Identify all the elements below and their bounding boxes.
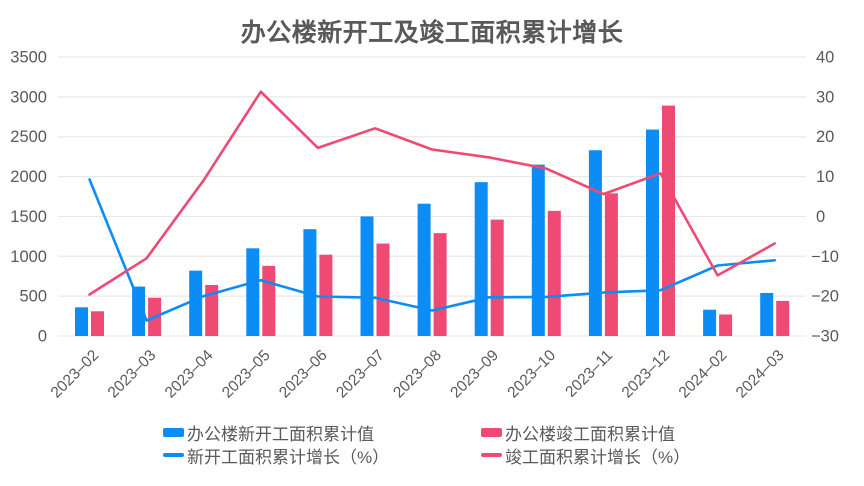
y-axis-right-tick: 20 [816,128,834,146]
bar-new-construction [360,216,374,336]
legend-swatch-completed-line [481,453,502,457]
y-axis-right-tick: −20 [811,288,839,306]
y-axis-right-tick: 0 [816,208,825,226]
legend-swatch-new-start-line [163,453,184,457]
y-axis-right-tick: 10 [816,168,834,186]
line-new-construction-growth [88,178,777,322]
bar-new-construction [132,286,146,336]
bar-completed [776,300,790,336]
y-axis-left-tick: 1500 [10,208,47,226]
bar-completed [376,243,390,336]
y-axis-right-tick: −30 [811,328,839,346]
y-axis-right-tick: 30 [816,88,834,106]
legend-swatch-completed-bar [481,427,502,437]
legend-item-completed-bar[interactable]: 办公楼竣工面积累计值 [481,421,675,444]
bar-new-construction [474,182,488,336]
bar-new-construction [303,229,317,336]
y-axis-left-tick: 0 [38,328,47,346]
bar-new-construction [75,307,88,336]
bar-completed [604,193,618,336]
x-axis-tick: 2023–09 [447,347,502,402]
y-axis-left-tick: 500 [19,288,47,306]
x-axis-tick: 2023–10 [504,347,559,402]
bar-completed [319,254,333,336]
bar-new-construction [246,248,260,336]
x-axis-tick: 2023–05 [219,347,274,402]
chart-title: 办公楼新开工及竣工面积累计增长 [240,19,624,47]
bar-new-construction [703,309,717,336]
bar-completed [91,311,104,336]
legend-item-new-start-bar[interactable]: 办公楼新开工面积累计值 [163,421,374,444]
y-axis-right-tick: −10 [811,248,839,266]
bar-new-construction [588,150,602,336]
legend-label: 竣工面积累计增长（%） [505,447,691,467]
x-axis-tick: 2023–12 [619,347,674,402]
x-axis-tick: 2023–11 [562,347,616,401]
bar-completed [719,314,733,336]
bar-new-construction [760,292,774,336]
x-axis-tick: 2023–06 [276,347,331,402]
legend-label: 办公楼竣工面积累计值 [505,424,675,444]
legend-item-completed-growth-line[interactable]: 竣工面积累计增长（%） [481,444,691,467]
legend-label: 办公楼新开工面积累计值 [187,424,374,444]
bar-completed [547,210,561,336]
x-axis-tick: 2024–02 [676,347,731,402]
x-axis-tick: 2024–03 [733,347,788,402]
bar-new-construction [531,164,545,336]
x-axis-tick: 2023–03 [105,347,160,402]
y-axis-left-tick: 1000 [10,248,47,266]
legend-label: 新开工面积累计增长（%） [187,447,390,467]
bar-completed [205,284,219,336]
bar-new-construction [646,129,659,336]
x-axis-tick: 2023–02 [48,347,103,402]
legend-swatch-new-start-bar [163,427,184,437]
x-axis-tick: 2023–04 [162,347,217,402]
bar-completed [662,105,675,336]
bar-new-construction [417,203,431,336]
bar-completed [433,233,447,336]
y-axis-left-tick: 3000 [10,88,47,106]
y-axis-left-tick: 3500 [10,49,47,67]
y-axis-left-tick: 2500 [10,128,47,146]
bar-completed [490,219,504,336]
x-axis-tick: 2023–07 [333,347,388,402]
legend-item-new-start-growth-line[interactable]: 新开工面积累计增长（%） [163,444,390,467]
y-axis-left-tick: 2000 [10,168,47,186]
bar-new-construction [189,270,203,336]
bar-completed [262,265,276,336]
y-axis-right-tick: 40 [816,49,834,67]
x-axis-tick: 2023–08 [390,347,445,402]
line-completed-growth [88,90,777,296]
